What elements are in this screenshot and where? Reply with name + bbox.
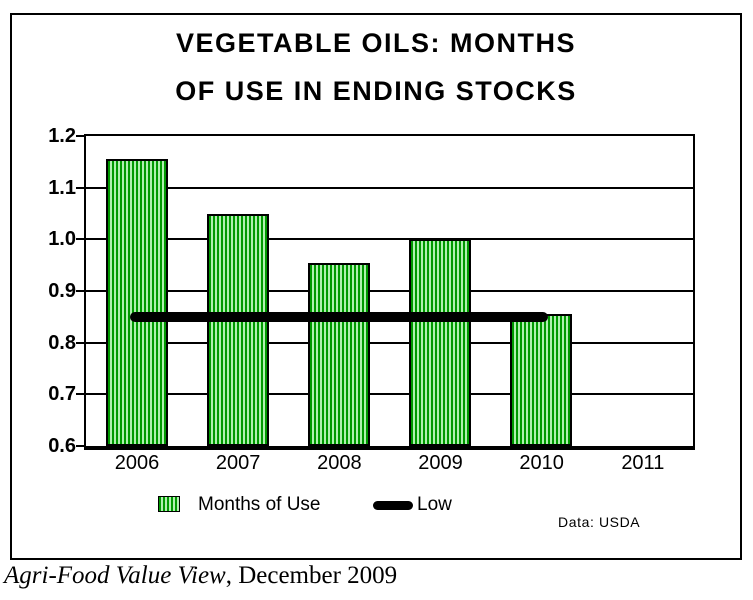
bar-2009 bbox=[409, 239, 472, 446]
y-axis-label: 0.7 bbox=[48, 383, 76, 406]
bar-2010 bbox=[510, 314, 573, 446]
caption-date: , December 2009 bbox=[225, 562, 398, 589]
x-axis-label: 2009 bbox=[418, 452, 463, 474]
chart-title-line2: OF USE IN ENDING STOCKS bbox=[175, 76, 577, 106]
gridline bbox=[86, 290, 693, 292]
gridline bbox=[86, 186, 693, 189]
legend-label-months-of-use: Months of Use bbox=[198, 494, 321, 515]
legend-label-low: Low bbox=[417, 494, 452, 515]
low-reference-line bbox=[129, 311, 549, 322]
gridline bbox=[86, 238, 693, 241]
bar-2008 bbox=[307, 262, 370, 446]
caption: Agri-Food Value View, December 2009 bbox=[4, 562, 397, 590]
y-axis-label: 1.2 bbox=[48, 125, 76, 147]
x-axis-label: 2007 bbox=[215, 452, 261, 474]
y-tick-mark bbox=[76, 135, 84, 137]
y-axis-label: 1.0 bbox=[48, 228, 76, 251]
bar-2006 bbox=[105, 159, 168, 446]
legend-line-swatch-icon bbox=[373, 501, 413, 510]
x-axis-label: 2011 bbox=[621, 452, 665, 474]
y-axis-label: 0.8 bbox=[48, 331, 76, 354]
y-axis-label: 0.6 bbox=[48, 435, 76, 457]
y-tick-mark bbox=[76, 341, 84, 344]
caption-publication: Agri-Food Value View bbox=[4, 562, 226, 589]
y-axis-label: 0.9 bbox=[48, 280, 76, 302]
chart-title-line1: VEGETABLE OILS: MONTHS bbox=[175, 28, 576, 58]
y-tick-mark bbox=[76, 445, 84, 447]
data-source-note: Data: USDA bbox=[558, 514, 641, 530]
y-tick-mark bbox=[76, 290, 84, 292]
y-tick-mark bbox=[76, 238, 84, 241]
x-axis-label: 2008 bbox=[317, 452, 362, 474]
x-axis-label: 2010 bbox=[519, 452, 564, 474]
legend-bar-swatch-icon bbox=[158, 496, 180, 512]
y-tick-mark bbox=[76, 393, 84, 396]
gridline bbox=[86, 393, 693, 396]
gridline bbox=[86, 341, 693, 344]
y-axis-label: 1.1 bbox=[48, 176, 76, 199]
y-tick-mark bbox=[76, 186, 84, 189]
bar-2007 bbox=[206, 213, 269, 446]
plot-area bbox=[84, 134, 695, 450]
x-axis-label: 2006 bbox=[114, 452, 160, 474]
